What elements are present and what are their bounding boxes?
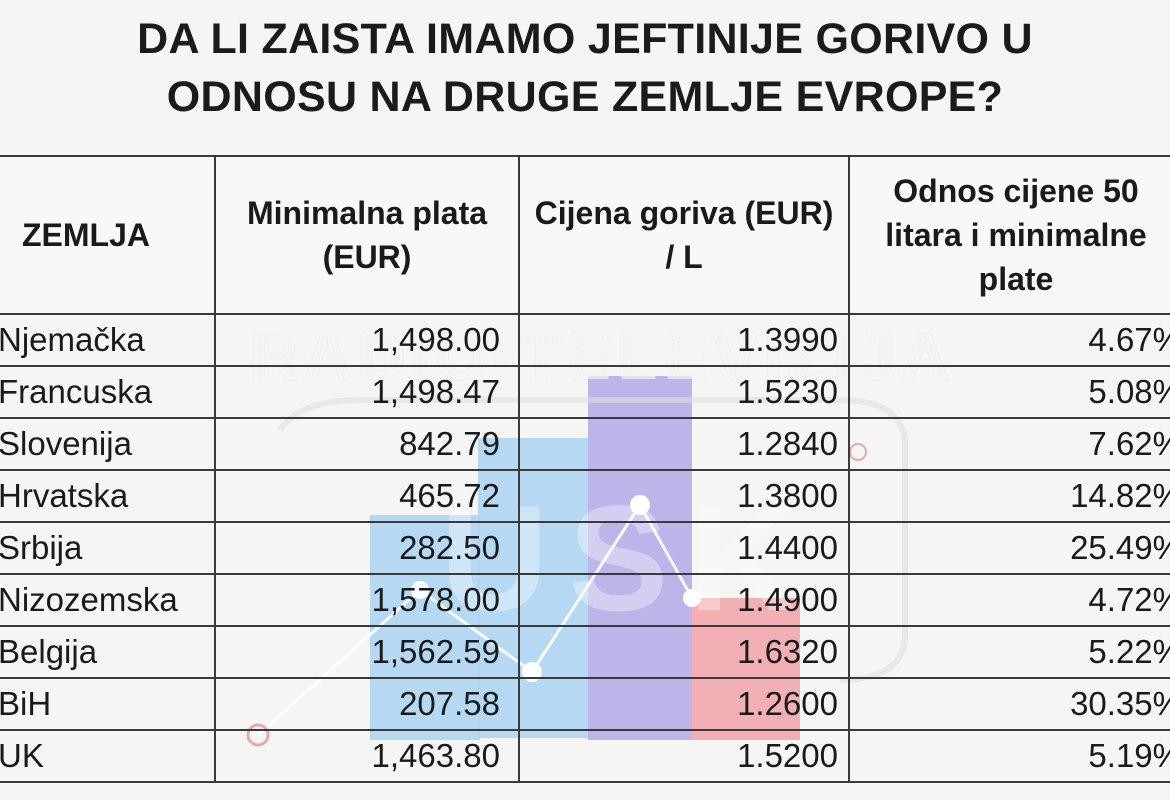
cell-ratio: 14.82% [848,469,1170,523]
cell-min-wage: 1,562.59 [214,625,520,679]
title-line-2: ODNOSU NA DRUGE ZEMLJE EVROPE? [166,73,1004,121]
cell-ratio: 4.67% [848,313,1170,367]
table-body: Njemačka1,498.001.39904.67%Francuska1,49… [0,313,1170,783]
table-header-row: ZEMLJA Minimalna plata (EUR) Cijena gori… [0,155,1170,315]
header-ratio: Odnos cijene 50 litara i minimalne plate [848,155,1170,315]
header-fuel-price: Cijena goriva (EUR) / L [518,155,850,315]
cell-fuel-price: 1.2840 [518,417,850,471]
cell-country: Srbija [0,521,216,575]
cell-ratio: 30.35% [848,677,1170,731]
cell-fuel-price: 1.3800 [518,469,850,523]
cell-country: BiH [0,677,216,731]
cell-min-wage: 207.58 [214,677,520,731]
cell-min-wage: 465.72 [214,469,520,523]
cell-min-wage: 1,498.00 [214,313,520,367]
cell-min-wage: 1,578.00 [214,573,520,627]
cell-min-wage: 1,498.47 [214,365,520,419]
cell-fuel-price: 1.6320 [518,625,850,679]
cell-fuel-price: 1.4900 [518,573,850,627]
cell-ratio: 5.19% [848,729,1170,783]
cell-country: Slovenija [0,417,216,471]
cell-fuel-price: 1.5200 [518,729,850,783]
cell-country: Hrvatska [0,469,216,523]
cell-fuel-price: 1.4400 [518,521,850,575]
cell-ratio: 4.72% [848,573,1170,627]
cell-country: Nizozemska [0,573,216,627]
cell-fuel-price: 1.3990 [518,313,850,367]
cell-ratio: 5.22% [848,625,1170,679]
header-country: ZEMLJA [0,155,216,315]
cell-min-wage: 842.79 [214,417,520,471]
cell-ratio: 7.62% [848,417,1170,471]
cell-country: Francuska [0,365,216,419]
page-title: DA LI ZAISTA IMAMO JEFTINIJE GORIVO U OD… [0,10,1170,126]
cell-ratio: 5.08% [848,365,1170,419]
cell-country: Njemačka [0,313,216,367]
cell-country: UK [0,729,216,783]
cell-min-wage: 1,463.80 [214,729,520,783]
cell-fuel-price: 1.5230 [518,365,850,419]
header-min-wage: Minimalna plata (EUR) [214,155,520,315]
cell-min-wage: 282.50 [214,521,520,575]
title-line-1: DA LI ZAISTA IMAMO JEFTINIJE GORIVO U [137,15,1033,63]
cell-fuel-price: 1.2600 [518,677,850,731]
cell-ratio: 25.49% [848,521,1170,575]
fuel-price-table: ZEMLJA Minimalna plata (EUR) Cijena gori… [0,155,1170,783]
cell-country: Belgija [0,625,216,679]
